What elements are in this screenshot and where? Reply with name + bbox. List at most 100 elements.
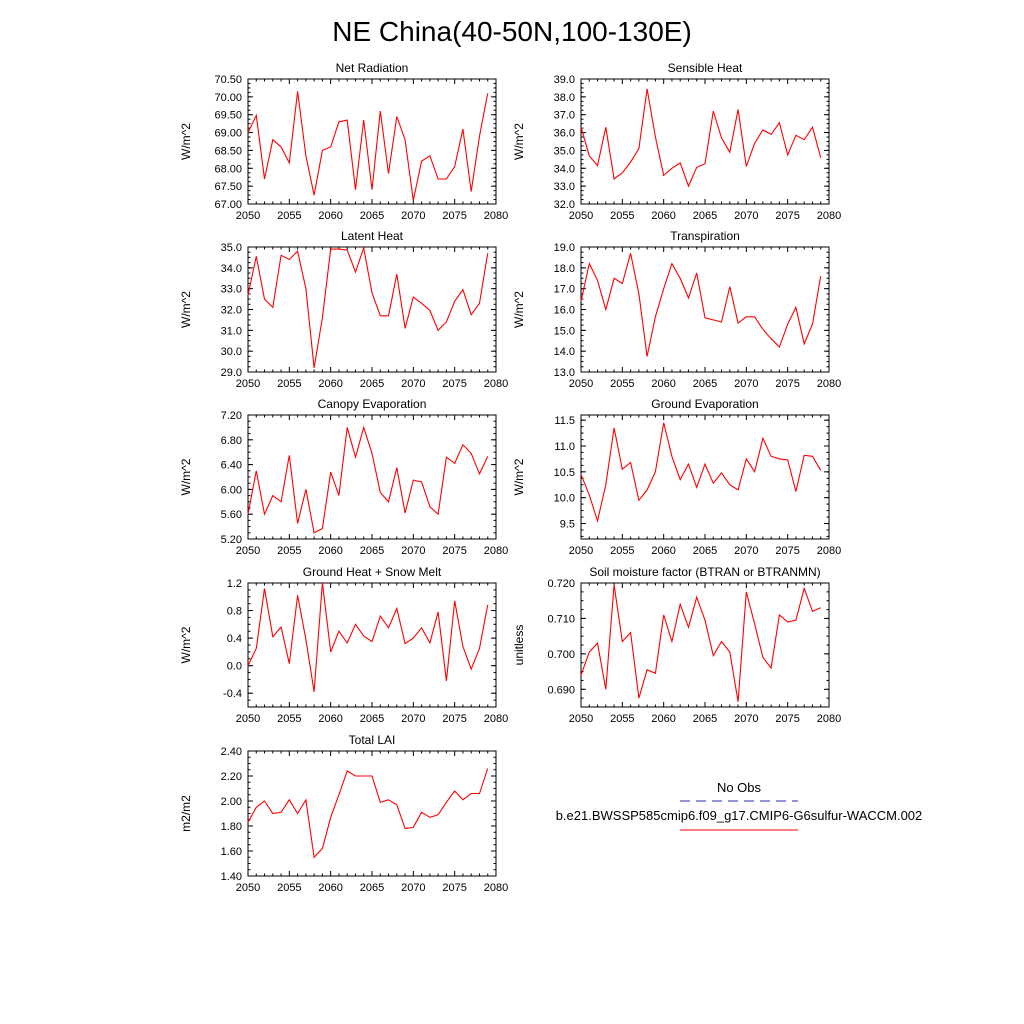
x-tick-label: 2050 xyxy=(569,378,593,390)
y-tick-label: 14.0 xyxy=(554,346,575,358)
x-tick-label: 2065 xyxy=(360,378,384,390)
y-tick-label: 31.0 xyxy=(221,325,242,337)
y-tick-label: 10.0 xyxy=(554,493,575,505)
x-tick-label: 2050 xyxy=(236,882,260,894)
series-line xyxy=(580,88,822,188)
series-line xyxy=(247,425,489,534)
panel-4: Transpiration W/m^2 2050 2055 2060 2065 2070 20… xyxy=(512,229,841,390)
y-axis-label: W/m^2 xyxy=(179,458,193,495)
x-tick-label: 2050 xyxy=(236,210,260,222)
x-tick-label: 2050 xyxy=(236,713,260,725)
y-tick-label: 6.00 xyxy=(221,484,242,496)
y-tick-label: 0.0 xyxy=(227,661,242,673)
y-tick-label: 33.0 xyxy=(554,181,575,193)
series-line xyxy=(580,253,822,357)
panel-8: Soil moisture factor (BTRAN or BTRANMN) u… xyxy=(512,565,841,725)
panel-3: Latent Heat W/m^2 2050 2055 2060 2065 2070 2075… xyxy=(179,229,508,390)
series-line xyxy=(247,245,489,368)
x-tick-label: 2075 xyxy=(775,210,799,222)
x-tick-label: 2080 xyxy=(484,545,508,557)
x-tick-label: 2075 xyxy=(442,882,466,894)
y-tick-label: 11.5 xyxy=(554,415,575,427)
y-tick-label: 7.20 xyxy=(221,410,242,422)
y-tick-label: 18.0 xyxy=(554,263,575,275)
x-tick-label: 2070 xyxy=(734,210,758,222)
panel-title: Net Radiation xyxy=(336,61,409,75)
x-tick-label: 2070 xyxy=(401,378,425,390)
y-tick-label: 29.0 xyxy=(221,367,242,379)
plot-frame xyxy=(247,750,497,877)
x-tick-label: 2065 xyxy=(693,713,717,725)
y-tick-label: 10.5 xyxy=(554,467,575,479)
plot-frame xyxy=(580,78,830,205)
x-tick-label: 2055 xyxy=(277,882,301,894)
x-tick-label: 2055 xyxy=(610,545,634,557)
panel-title: Transpiration xyxy=(670,229,740,243)
y-tick-label: 70.50 xyxy=(214,74,242,86)
x-tick-label: 2065 xyxy=(693,378,717,390)
x-tick-label: 2055 xyxy=(277,210,301,222)
x-tick-label: 2055 xyxy=(277,378,301,390)
x-tick-label: 2080 xyxy=(817,210,841,222)
x-tick-label: 2070 xyxy=(401,210,425,222)
x-tick-label: 2050 xyxy=(236,545,260,557)
y-tick-label: 67.50 xyxy=(214,181,242,193)
y-axis-label: W/m^2 xyxy=(179,626,193,663)
x-tick-label: 2080 xyxy=(484,713,508,725)
series-line xyxy=(580,584,821,702)
panels-group: Net Radiation W/m^2 2050 2055 2060 2065 2070 20… xyxy=(179,61,841,894)
x-tick-label: 2070 xyxy=(401,882,425,894)
y-tick-label: 36.0 xyxy=(554,128,575,140)
legend-obs-label: No Obs xyxy=(717,780,762,795)
y-tick-label: 39.0 xyxy=(554,74,575,86)
y-tick-label: 1.80 xyxy=(221,821,242,833)
y-tick-label: 68.00 xyxy=(214,163,242,175)
x-tick-label: 2055 xyxy=(610,713,634,725)
x-tick-label: 2070 xyxy=(734,713,758,725)
y-tick-label: 2.00 xyxy=(221,796,242,808)
y-tick-label: 0.8 xyxy=(227,606,242,618)
x-tick-label: 2075 xyxy=(775,545,799,557)
x-tick-label: 2065 xyxy=(693,210,717,222)
y-tick-label: 0.690 xyxy=(547,684,575,696)
x-tick-label: 2080 xyxy=(484,210,508,222)
x-tick-label: 2060 xyxy=(318,545,342,557)
x-tick-label: 2055 xyxy=(610,210,634,222)
x-tick-label: 2070 xyxy=(401,713,425,725)
y-tick-label: 69.00 xyxy=(214,128,242,140)
y-tick-label: 17.0 xyxy=(554,284,575,296)
x-tick-label: 2075 xyxy=(775,378,799,390)
legend-model-label: b.e21.BWSSP585cmip6.f09_g17.CMIP6-G6sulf… xyxy=(556,808,923,823)
y-tick-label: 0.720 xyxy=(547,578,575,590)
x-tick-label: 2060 xyxy=(318,713,342,725)
y-tick-label: 6.80 xyxy=(221,435,242,447)
y-axis-label: m2/m2 xyxy=(179,795,193,832)
x-tick-label: 2055 xyxy=(277,545,301,557)
y-tick-label: 19.0 xyxy=(554,242,575,254)
x-tick-label: 2060 xyxy=(651,210,675,222)
y-axis-label: W/m^2 xyxy=(512,291,526,328)
x-tick-label: 2065 xyxy=(360,882,384,894)
x-tick-label: 2060 xyxy=(651,713,675,725)
plot-frame xyxy=(580,582,830,708)
x-tick-label: 2080 xyxy=(484,882,508,894)
y-tick-label: 37.0 xyxy=(554,110,575,122)
x-tick-label: 2050 xyxy=(569,210,593,222)
plot-frame xyxy=(247,246,497,373)
x-tick-label: 2075 xyxy=(442,545,466,557)
x-tick-label: 2050 xyxy=(569,545,593,557)
y-axis-label: W/m^2 xyxy=(179,123,193,160)
x-tick-label: 2080 xyxy=(817,545,841,557)
y-tick-label: 5.60 xyxy=(221,509,242,521)
panel-title: Ground Heat + Snow Melt xyxy=(303,565,442,579)
y-tick-label: 70.00 xyxy=(214,92,242,104)
y-tick-label: 32.0 xyxy=(554,199,575,211)
series-line xyxy=(247,582,489,692)
y-axis-label: W/m^2 xyxy=(512,123,526,160)
series-line xyxy=(580,422,822,523)
x-tick-label: 2070 xyxy=(734,378,758,390)
plot-frame xyxy=(580,246,830,373)
y-tick-label: 1.60 xyxy=(221,846,242,858)
x-tick-label: 2060 xyxy=(318,378,342,390)
